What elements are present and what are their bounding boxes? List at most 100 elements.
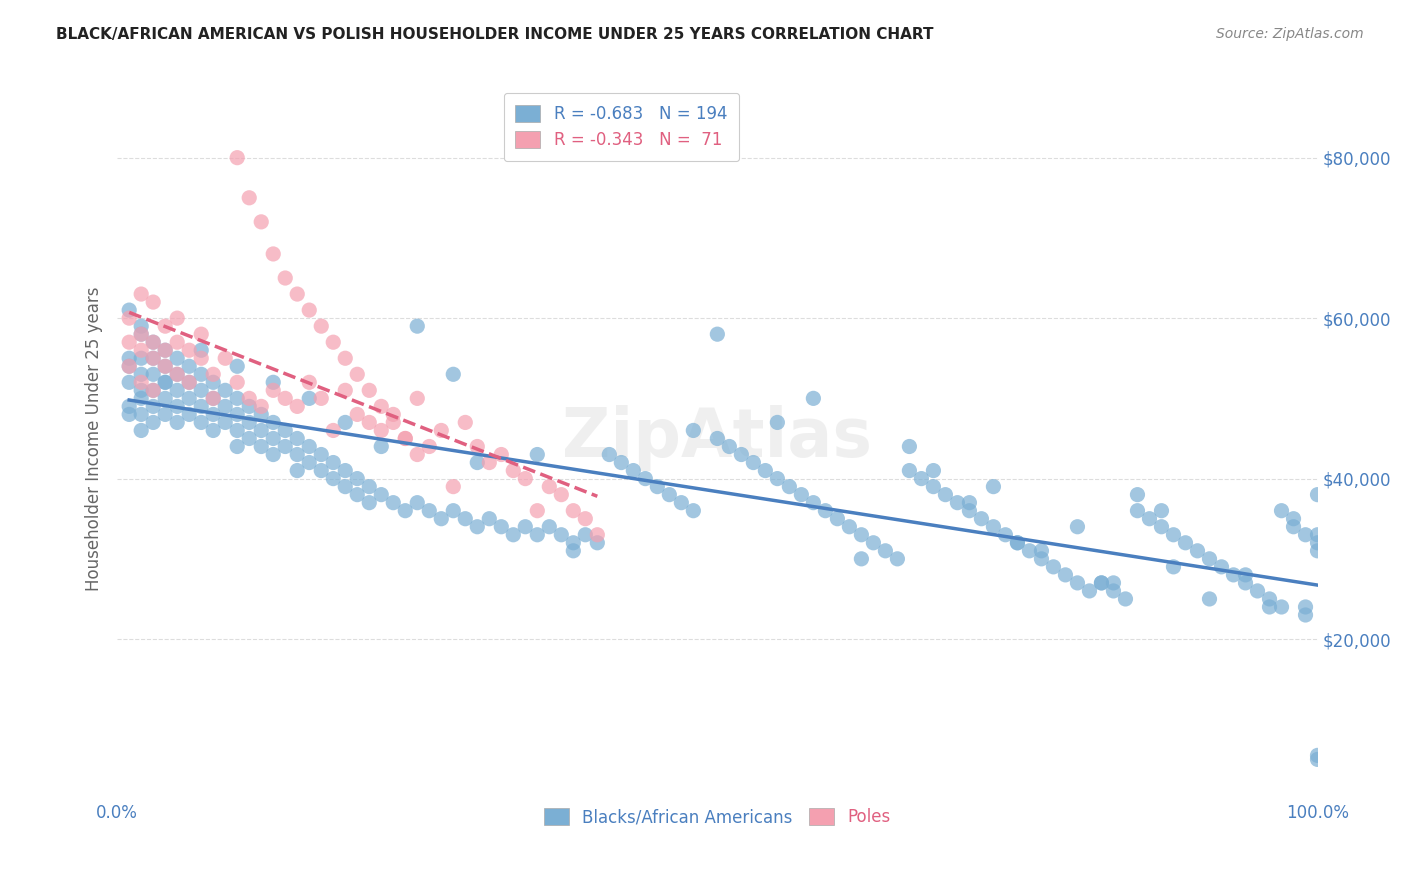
Blacks/African Americans <box>1054 567 1077 582</box>
Poles <box>465 440 488 454</box>
Blacks/African Americans <box>957 504 980 518</box>
Blacks/African Americans <box>238 400 260 414</box>
Poles <box>274 392 297 406</box>
Poles <box>179 343 201 358</box>
Blacks/African Americans <box>202 376 225 390</box>
Blacks/African Americans <box>1007 536 1029 550</box>
Blacks/African Americans <box>502 528 524 542</box>
Poles <box>226 376 249 390</box>
Poles <box>382 416 405 430</box>
Blacks/African Americans <box>129 351 152 366</box>
Blacks/African Americans <box>1198 551 1220 566</box>
Blacks/African Americans <box>153 359 176 374</box>
Blacks/African Americans <box>250 424 273 438</box>
Blacks/African Americans <box>1031 551 1053 566</box>
Blacks/African Americans <box>778 480 800 494</box>
Blacks/African Americans <box>957 496 980 510</box>
Blacks/African Americans <box>1163 528 1185 542</box>
Blacks/African Americans <box>441 504 464 518</box>
Poles <box>322 424 344 438</box>
Blacks/African Americans <box>827 512 849 526</box>
Blacks/African Americans <box>1163 559 1185 574</box>
Blacks/African Americans <box>1090 575 1112 590</box>
Blacks/African Americans <box>202 392 225 406</box>
Poles <box>359 416 381 430</box>
Poles <box>526 504 548 518</box>
Blacks/African Americans <box>1007 536 1029 550</box>
Blacks/African Americans <box>1306 543 1329 558</box>
Blacks/African Americans <box>1295 599 1317 614</box>
Blacks/African Americans <box>647 480 669 494</box>
Poles <box>142 351 165 366</box>
Blacks/African Americans <box>1306 752 1329 766</box>
Blacks/African Americans <box>682 424 704 438</box>
Blacks/African Americans <box>1198 591 1220 606</box>
Blacks/African Americans <box>634 472 657 486</box>
Blacks/African Americans <box>142 335 165 350</box>
Blacks/African Americans <box>346 488 368 502</box>
Blacks/African Americans <box>1102 583 1125 598</box>
Blacks/African Americans <box>382 496 405 510</box>
Blacks/African Americans <box>142 384 165 398</box>
Blacks/African Americans <box>803 496 825 510</box>
Poles <box>250 400 273 414</box>
Blacks/African Americans <box>359 496 381 510</box>
Blacks/African Americans <box>335 464 357 478</box>
Blacks/African Americans <box>886 551 908 566</box>
Blacks/African Americans <box>465 520 488 534</box>
Poles <box>382 408 405 422</box>
Blacks/African Americans <box>994 528 1017 542</box>
Blacks/African Americans <box>285 464 308 478</box>
Blacks/African Americans <box>586 536 609 550</box>
Poles <box>309 319 332 334</box>
Blacks/African Americans <box>190 368 212 382</box>
Blacks/African Americans <box>1306 488 1329 502</box>
Text: ZipAtlas: ZipAtlas <box>562 406 872 472</box>
Poles <box>142 335 165 350</box>
Blacks/African Americans <box>910 472 932 486</box>
Blacks/African Americans <box>1187 543 1209 558</box>
Blacks/African Americans <box>441 368 464 382</box>
Poles <box>335 384 357 398</box>
Poles <box>502 464 524 478</box>
Poles <box>274 271 297 285</box>
Blacks/African Americans <box>491 520 513 534</box>
Blacks/African Americans <box>803 392 825 406</box>
Blacks/African Americans <box>129 424 152 438</box>
Text: Source: ZipAtlas.com: Source: ZipAtlas.com <box>1216 27 1364 41</box>
Poles <box>129 287 152 301</box>
Blacks/African Americans <box>129 408 152 422</box>
Blacks/African Americans <box>1102 575 1125 590</box>
Blacks/African Americans <box>1270 504 1292 518</box>
Poles <box>298 303 321 318</box>
Blacks/African Americans <box>922 480 945 494</box>
Poles <box>129 343 152 358</box>
Blacks/African Americans <box>1066 575 1088 590</box>
Blacks/African Americans <box>418 504 440 518</box>
Poles <box>346 408 368 422</box>
Blacks/African Americans <box>1174 536 1197 550</box>
Blacks/African Americans <box>983 480 1005 494</box>
Blacks/African Americans <box>1222 567 1244 582</box>
Blacks/African Americans <box>526 448 548 462</box>
Blacks/African Americans <box>1246 583 1268 598</box>
Blacks/African Americans <box>250 440 273 454</box>
Blacks/African Americans <box>1234 575 1257 590</box>
Blacks/African Americans <box>202 424 225 438</box>
Blacks/African Americans <box>1258 591 1281 606</box>
Blacks/African Americans <box>742 456 765 470</box>
Blacks/African Americans <box>322 456 344 470</box>
Blacks/African Americans <box>430 512 453 526</box>
Blacks/African Americans <box>682 504 704 518</box>
Blacks/African Americans <box>465 456 488 470</box>
Blacks/African Americans <box>406 496 429 510</box>
Poles <box>346 368 368 382</box>
Poles <box>118 311 141 326</box>
Blacks/African Americans <box>1282 520 1305 534</box>
Blacks/African Americans <box>335 416 357 430</box>
Blacks/African Americans <box>226 440 249 454</box>
Blacks/African Americans <box>214 384 236 398</box>
Blacks/African Americans <box>394 504 416 518</box>
Poles <box>166 311 188 326</box>
Poles <box>394 432 416 446</box>
